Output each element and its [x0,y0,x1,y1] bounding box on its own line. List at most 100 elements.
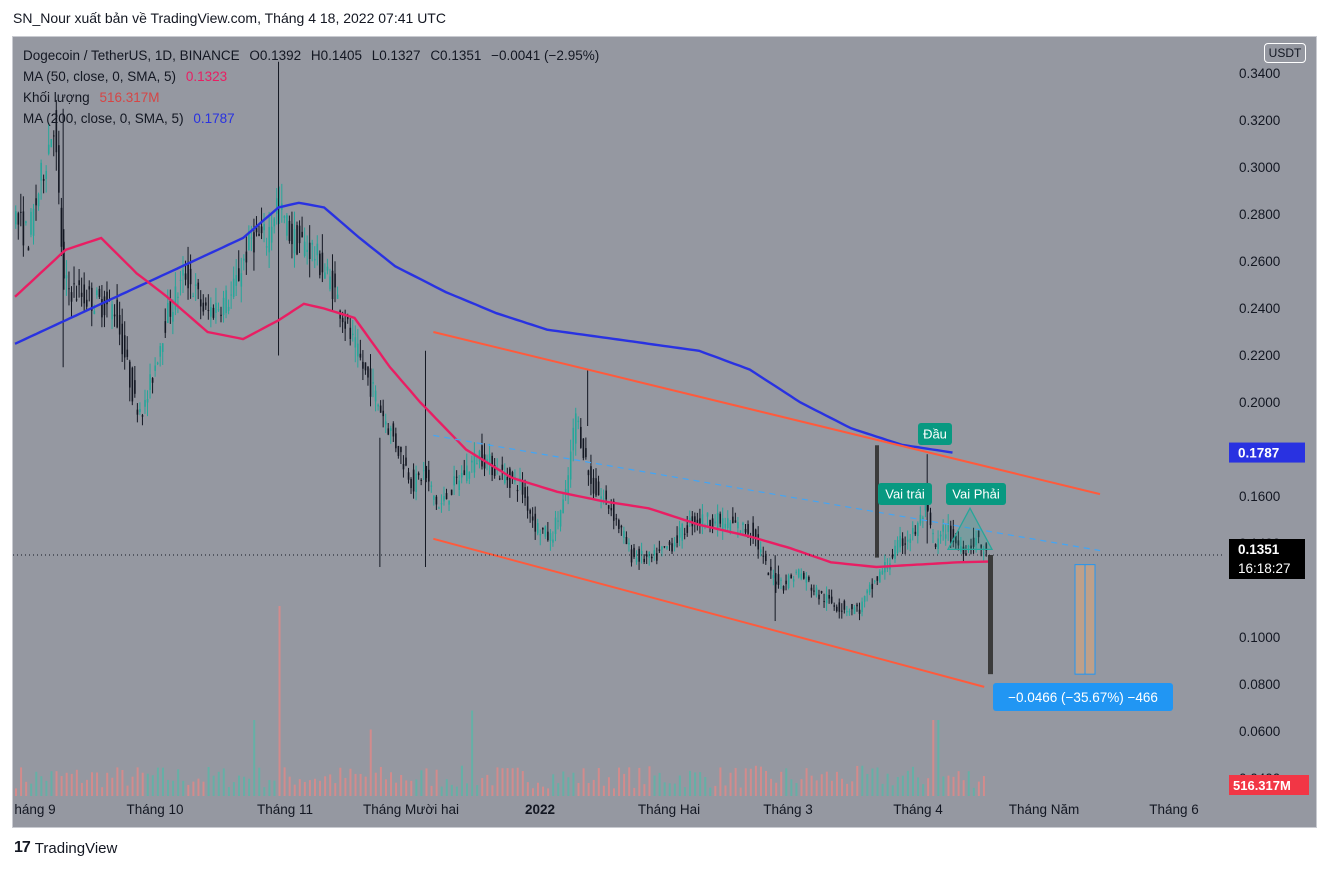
volume-bar [268,780,271,796]
candle-body [914,531,917,535]
volume-bar [283,767,286,796]
volume-bar [450,784,453,796]
legend-ma50-row[interactable]: MA (50, close, 0, SMA, 5) 0.1323 [23,66,599,87]
candle-body [982,552,985,554]
volume-bar [516,767,519,796]
candle-body [630,549,633,563]
candle-body [800,573,803,579]
volume-bar [156,767,159,796]
candle-body [80,292,83,297]
candle-body [227,306,230,311]
candle-body [542,527,544,530]
candle-body [962,546,965,554]
volume-bar [303,781,306,796]
candle-body [562,499,564,514]
legend-symbol[interactable]: Dogecoin / TetherUS, 1D, BINANCE [23,48,240,63]
volume-bar [258,767,261,796]
candle-body [311,242,314,245]
candle-body [937,538,939,550]
candle-body [189,268,192,285]
neckline-dashed[interactable] [433,434,1101,552]
candle-body [891,554,894,558]
y-tick-label: 0.2400 [1239,301,1280,316]
candle-body [549,533,552,541]
volume-bar [141,772,144,796]
candle-body [70,292,73,302]
candle-body [460,472,463,478]
measure-label-bg[interactable] [993,683,1173,711]
candle-body [207,310,210,312]
legend-open: O0.1392 [249,48,302,63]
candle-body [689,517,691,521]
candle-body [210,307,212,317]
volume-bar [689,770,692,796]
candle-body [377,404,379,407]
head-label-bg[interactable] [918,423,952,445]
price-chart-svg[interactable]: Đầu Vai trái Vai Phải −0.0466 (−35.67%) −46… [13,37,1317,828]
volume-bar [643,784,646,796]
candle-body [919,514,922,524]
candle-body [126,349,129,357]
volume-bar [172,780,175,796]
y-tick-label: 0.3400 [1239,66,1280,81]
candle-body [197,282,200,290]
legend-ma200-row[interactable]: MA (200, close, 0, SMA, 5) 0.1787 [23,108,599,129]
candle-body [787,575,790,589]
chart-legend: Dogecoin / TetherUS, 1D, BINANCE O0.1392… [23,45,599,129]
candle-body [780,579,782,581]
volume-bar [410,780,413,796]
candle-body [250,237,253,239]
publish-info: SN_Nour xuất bản về TradingView.com, Thá… [13,10,446,26]
candle-body [199,299,202,307]
left-shoulder-label-bg[interactable] [878,483,932,505]
candle-body [45,170,48,180]
volume-bar [161,767,164,796]
volume-bar [770,778,773,796]
right-shoulder-label-bg[interactable] [946,483,1006,505]
volume-bar [202,781,205,796]
candle-body [947,523,950,532]
candle-body [645,554,648,557]
volume-bar [947,775,950,796]
candle-body [476,463,478,465]
volume-bar [536,782,539,796]
candle-body [582,438,585,458]
volume-bar [192,781,195,796]
volume-bar [293,784,296,796]
candle-body [425,465,428,479]
volume-bar [876,767,879,796]
candle-body [716,512,719,530]
candle-body [661,546,663,550]
candle-body [711,518,714,529]
ma200-price-tag-bg [1229,442,1305,463]
candle-body [970,545,972,549]
volume-bar [901,775,904,796]
right-shoulder-label: Vai Phải [952,487,1000,502]
candle-body [967,545,970,548]
y-tick-label: 0.2800 [1239,207,1280,222]
measure-label: −0.0466 (−35.67%) −466 [1008,690,1158,705]
candle-body [417,473,420,476]
channel-lower-line[interactable] [433,537,985,688]
candle-body [453,476,455,486]
candle-body [828,594,830,599]
candle-body [911,527,914,534]
volume-bar [521,771,524,796]
candle-body [263,224,265,231]
legend-volume-row[interactable]: Khối lượng 516.317M [23,87,599,108]
volume-bar [607,777,610,796]
candle-body [156,362,159,364]
candle-body [131,367,134,402]
candle-body [747,524,749,534]
volume-bar [896,777,899,796]
candle-body [55,110,58,153]
candle-body [879,571,881,583]
x-tick-label: 2022 [525,802,555,817]
candle-body [270,226,273,243]
candle-body [612,501,615,521]
ma200-line [14,201,953,454]
channel-upper-line[interactable] [433,331,1101,496]
currency-badge[interactable]: USDT [1264,43,1306,63]
tradingview-logo[interactable]: 17 TradingView [14,839,117,857]
chart-pane[interactable]: Đầu Vai trái Vai Phải −0.0466 (−35.67%) −46… [12,36,1317,828]
